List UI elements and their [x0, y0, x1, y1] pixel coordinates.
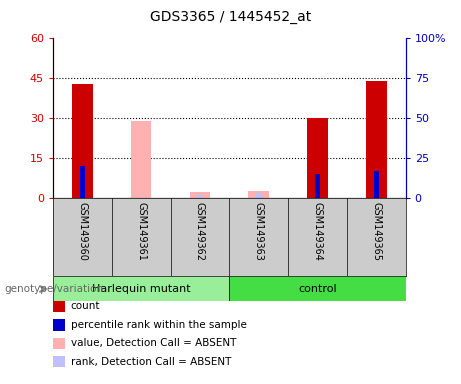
Text: GSM149362: GSM149362 [195, 202, 205, 261]
Text: genotype/variation: genotype/variation [5, 284, 104, 294]
Bar [72, 84, 93, 198]
Bar [248, 191, 269, 198]
Text: rank, Detection Call = ABSENT: rank, Detection Call = ABSENT [71, 357, 231, 367]
Bar [315, 174, 320, 198]
Bar [230, 276, 406, 301]
Bar [374, 170, 378, 198]
Bar [256, 193, 261, 198]
Bar [198, 194, 202, 198]
Text: value, Detection Call = ABSENT: value, Detection Call = ABSENT [71, 338, 236, 348]
Bar [131, 121, 152, 198]
Text: GSM149360: GSM149360 [77, 202, 88, 261]
Text: GSM149361: GSM149361 [136, 202, 146, 261]
Text: count: count [71, 301, 100, 311]
Text: GSM149363: GSM149363 [254, 202, 264, 261]
Bar [307, 118, 328, 198]
Bar [366, 81, 387, 198]
Text: control: control [298, 284, 337, 294]
Text: percentile rank within the sample: percentile rank within the sample [71, 320, 247, 330]
Text: GDS3365 / 1445452_at: GDS3365 / 1445452_at [150, 10, 311, 24]
Text: GSM149364: GSM149364 [313, 202, 323, 261]
Text: GSM149365: GSM149365 [371, 202, 381, 261]
Bar [53, 276, 230, 301]
Bar [80, 166, 85, 198]
Text: Harlequin mutant: Harlequin mutant [92, 284, 190, 294]
Bar [189, 192, 210, 198]
